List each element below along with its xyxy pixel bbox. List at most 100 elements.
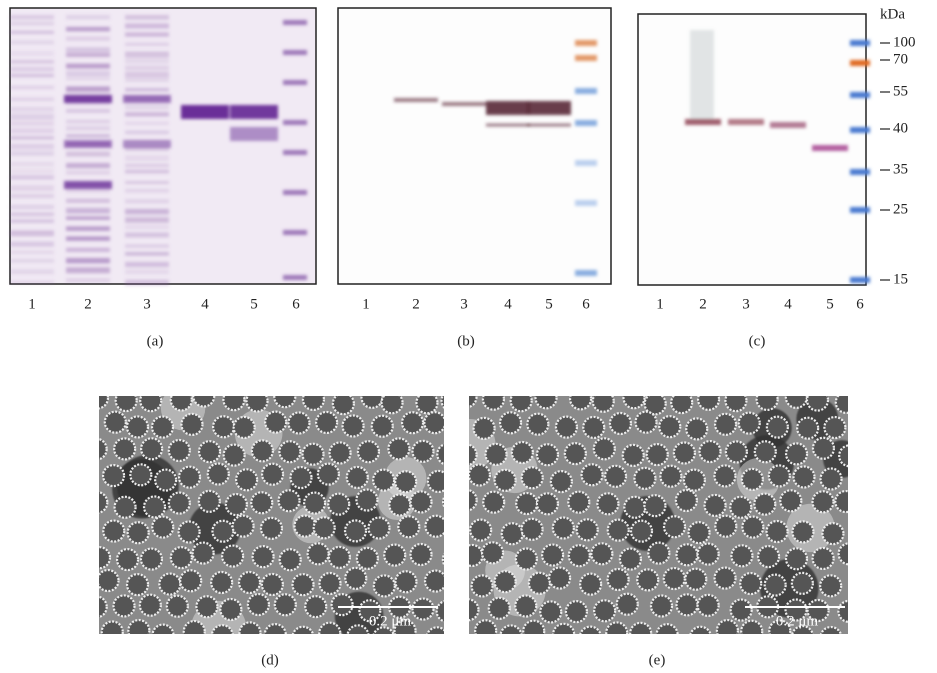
particle — [643, 494, 667, 518]
band — [728, 119, 764, 125]
band — [125, 23, 169, 29]
band — [66, 198, 110, 203]
particle — [245, 396, 269, 413]
particle — [469, 543, 484, 568]
particle — [633, 466, 657, 490]
particle — [246, 592, 271, 617]
ladder-band — [850, 40, 870, 46]
particle — [469, 598, 480, 622]
band — [66, 15, 110, 20]
particle — [527, 571, 552, 595]
particle — [689, 625, 712, 634]
particle — [380, 396, 404, 415]
lane-label: 2 — [699, 296, 707, 312]
band — [66, 70, 110, 77]
band — [66, 53, 110, 57]
particle — [129, 463, 153, 487]
band — [125, 244, 169, 248]
marker-unit: kDa — [880, 6, 905, 22]
particle — [327, 545, 352, 569]
band — [125, 279, 169, 286]
panel-label: (b) — [457, 333, 475, 349]
particle — [655, 623, 679, 634]
particle — [590, 542, 614, 566]
particle — [499, 624, 523, 634]
band — [64, 181, 112, 189]
particle — [101, 464, 126, 488]
particle — [636, 568, 660, 592]
particle — [784, 396, 808, 409]
particle — [755, 396, 779, 412]
particle — [838, 444, 848, 468]
ladder-band — [575, 160, 597, 166]
ladder-band — [575, 40, 597, 46]
particle — [643, 396, 667, 416]
particle — [409, 490, 433, 514]
particle — [139, 396, 163, 413]
particle — [713, 464, 737, 488]
lane-label: 3 — [143, 296, 151, 312]
particle — [621, 443, 645, 467]
particle — [346, 624, 370, 634]
band — [66, 278, 110, 283]
ladder-band — [850, 60, 870, 66]
particle — [142, 495, 167, 519]
particle — [367, 516, 391, 540]
panel-label: (c) — [749, 333, 766, 349]
particle — [482, 490, 506, 514]
particle — [579, 625, 602, 634]
particle — [411, 439, 435, 463]
particle — [301, 442, 325, 466]
marker-label: 40 — [893, 120, 908, 136]
band — [10, 136, 54, 140]
particle — [603, 464, 628, 488]
band — [125, 217, 169, 223]
particle — [103, 410, 127, 434]
particle — [623, 495, 647, 519]
ladder-band — [850, 207, 870, 213]
particle — [837, 599, 848, 623]
particle — [221, 544, 245, 568]
band — [125, 252, 169, 256]
band — [10, 241, 54, 247]
particle — [675, 543, 699, 567]
particle — [264, 410, 288, 434]
particle — [535, 443, 560, 467]
band — [64, 95, 112, 103]
particle — [426, 626, 444, 634]
particle — [647, 541, 671, 565]
band — [181, 105, 229, 119]
particle — [622, 396, 646, 410]
particle — [509, 396, 533, 413]
band — [66, 247, 110, 253]
particle — [563, 442, 587, 466]
gel-a — [9, 7, 317, 286]
particle — [180, 412, 204, 436]
particle — [219, 597, 243, 622]
band — [10, 15, 54, 20]
band — [230, 127, 278, 141]
ladder-band — [283, 230, 307, 235]
particle — [675, 593, 699, 617]
band — [125, 208, 169, 215]
particle — [125, 415, 150, 439]
particle — [426, 469, 444, 494]
particle — [237, 570, 262, 595]
particle — [779, 489, 803, 513]
ladder-band — [575, 200, 597, 206]
band — [486, 101, 530, 115]
particle — [250, 439, 274, 463]
band — [527, 123, 571, 127]
band — [10, 230, 54, 237]
particle — [729, 598, 753, 622]
particle — [534, 396, 558, 410]
particle — [287, 411, 311, 435]
band — [10, 185, 54, 192]
band — [125, 225, 169, 229]
particle — [514, 594, 538, 618]
particle — [436, 443, 444, 466]
band — [812, 145, 848, 151]
particle — [469, 518, 493, 542]
particle — [409, 542, 433, 567]
ladder-band — [283, 50, 307, 55]
